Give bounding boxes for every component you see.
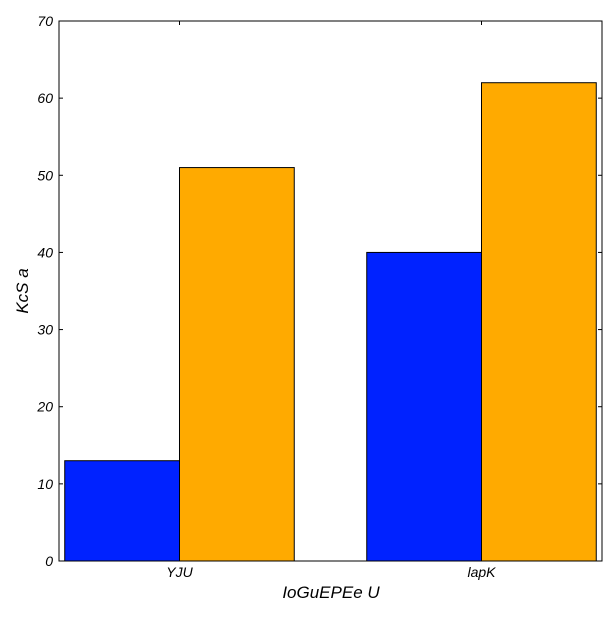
y-axis-label: KcS a — [13, 268, 32, 313]
plot-frame — [58, 20, 603, 562]
y-tick-label: 0 — [45, 553, 53, 569]
y-tick-label: 60 — [37, 90, 53, 106]
bar-YJU-series-1 — [64, 460, 180, 562]
y-tick-label: 30 — [37, 322, 53, 338]
y-tick-label: 40 — [37, 244, 53, 260]
y-tick-label: 20 — [36, 399, 53, 415]
y-axis: 0 10 20 30 40 50 60 70 — [36, 13, 602, 569]
x-axis: YJU lapK — [166, 21, 496, 580]
y-tick-label: 70 — [37, 13, 53, 29]
bar-lapK-series-2 — [481, 82, 597, 562]
x-tick-label: YJU — [166, 564, 193, 580]
y-tick-label: 50 — [37, 167, 53, 183]
x-tick-label: lapK — [467, 564, 496, 580]
bars-layer — [64, 82, 597, 562]
bar-lapK-series-1 — [366, 251, 483, 562]
x-axis-label: IoGuEPEe U — [282, 583, 380, 602]
y-tick-label: 10 — [37, 476, 53, 492]
bar-YJU-series-2 — [178, 167, 295, 562]
